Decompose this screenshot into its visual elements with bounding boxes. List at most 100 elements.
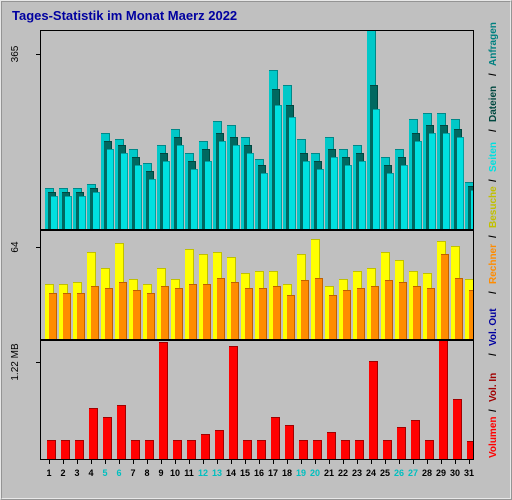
bar-rechner xyxy=(427,288,435,339)
bar-vol_in xyxy=(89,408,98,459)
bar-vol_in xyxy=(313,440,322,459)
bar-vol_in xyxy=(327,432,336,459)
legend-label: Vol. Out xyxy=(488,308,499,346)
panel-visits xyxy=(40,230,474,340)
x-tick-day: 25 xyxy=(380,468,390,478)
bar-vol_in xyxy=(425,440,434,459)
bar-vol_in xyxy=(271,417,280,459)
bar-rechner xyxy=(469,290,474,339)
bar-vol_in xyxy=(439,340,448,459)
legend-label: Rechner xyxy=(488,244,499,284)
bar-rechner xyxy=(231,282,239,339)
bar-seiten xyxy=(373,109,380,229)
bar-seiten xyxy=(359,161,366,229)
bar-seiten xyxy=(149,179,156,230)
bar-vol_in xyxy=(187,440,196,459)
bar-seiten xyxy=(79,196,86,229)
bar-vol_in xyxy=(75,440,84,459)
bar-seiten xyxy=(247,153,254,229)
bar-rechner xyxy=(385,280,393,339)
bar-rechner xyxy=(217,278,225,339)
bar-rechner xyxy=(91,286,99,339)
bar-seiten xyxy=(107,149,114,229)
x-tick-day: 9 xyxy=(158,468,163,478)
x-tick-day: 24 xyxy=(366,468,376,478)
bar-seiten xyxy=(457,137,464,229)
bar-seiten xyxy=(275,105,282,229)
x-tick-day: 13 xyxy=(212,468,222,478)
bar-vol_in xyxy=(411,420,420,459)
bar-rechner xyxy=(161,286,169,339)
bar-vol_in xyxy=(243,440,252,459)
bar-rechner xyxy=(119,282,127,339)
x-tick-day: 21 xyxy=(324,468,334,478)
x-tick-day: 15 xyxy=(240,468,250,478)
x-tick-day: 1 xyxy=(46,468,51,478)
bar-vol_in xyxy=(61,440,70,459)
x-tick-day: 5 xyxy=(102,468,107,478)
x-tick-day: 23 xyxy=(352,468,362,478)
bar-vol_in xyxy=(299,440,308,459)
x-tick-day: 27 xyxy=(408,468,418,478)
bar-rechner xyxy=(301,280,309,339)
bar-seiten xyxy=(177,145,184,229)
bar-seiten xyxy=(345,165,352,229)
bar-vol_in xyxy=(355,440,364,459)
legend-label: Besuche xyxy=(488,186,499,228)
bar-vol_in xyxy=(145,440,154,459)
x-tick-day: 14 xyxy=(226,468,236,478)
x-tick-day: 6 xyxy=(116,468,121,478)
x-tick-day: 2 xyxy=(60,468,65,478)
x-tick-day: 16 xyxy=(254,468,264,478)
bar-rechner xyxy=(315,278,323,339)
x-tick-day: 26 xyxy=(394,468,404,478)
bar-vol_in xyxy=(215,430,224,459)
bar-seiten xyxy=(135,165,142,229)
bar-seiten xyxy=(219,141,226,229)
x-tick-day: 28 xyxy=(422,468,432,478)
legend-label: Seiten xyxy=(488,142,499,172)
bar-seiten xyxy=(163,161,170,229)
page-title: Tages-Statistik im Monat Maerz 2022 xyxy=(12,8,237,23)
bar-rechner xyxy=(273,286,281,339)
legend-separator: / xyxy=(488,235,499,238)
x-tick-day: 31 xyxy=(464,468,474,478)
bar-rechner xyxy=(133,290,141,339)
x-tick-day: 18 xyxy=(282,468,292,478)
bar-vol_in xyxy=(47,440,56,459)
legend-separator: / xyxy=(488,179,499,182)
bar-seiten xyxy=(51,196,58,229)
bar-seiten xyxy=(233,145,240,229)
x-tick-day: 11 xyxy=(184,468,194,478)
bar-seiten xyxy=(65,196,72,229)
bar-vol_in xyxy=(453,399,462,459)
bar-vol_in xyxy=(173,440,182,459)
x-tick-day: 3 xyxy=(74,468,79,478)
bar-seiten xyxy=(303,161,310,229)
legend-separator: / xyxy=(488,73,499,76)
legend-label: Anfragen xyxy=(488,22,499,66)
legend-separator: / xyxy=(488,353,499,356)
x-tick-day: 12 xyxy=(198,468,208,478)
bar-rechner xyxy=(147,293,155,339)
bar-rechner xyxy=(175,288,183,339)
bar-rechner xyxy=(371,286,379,339)
bar-vol_in xyxy=(397,427,406,459)
x-tick-day: 4 xyxy=(88,468,93,478)
bar-vol_in xyxy=(201,434,210,459)
bar-seiten xyxy=(121,153,128,229)
bar-vol_in xyxy=(159,342,168,459)
y-tick-label: 1.22 MB xyxy=(10,343,21,380)
x-tick-day: 29 xyxy=(436,468,446,478)
bar-vol_in xyxy=(285,425,294,459)
y-tick-label: 365 xyxy=(10,46,21,63)
bar-rechner xyxy=(329,295,337,339)
bar-seiten xyxy=(331,157,338,229)
bar-seiten xyxy=(289,117,296,229)
bar-vol_in xyxy=(467,441,474,459)
bar-seiten xyxy=(415,141,422,229)
bar-rechner xyxy=(259,288,267,339)
plot-area xyxy=(40,30,474,460)
bar-vol_in xyxy=(103,417,112,459)
x-tick-day: 22 xyxy=(338,468,348,478)
